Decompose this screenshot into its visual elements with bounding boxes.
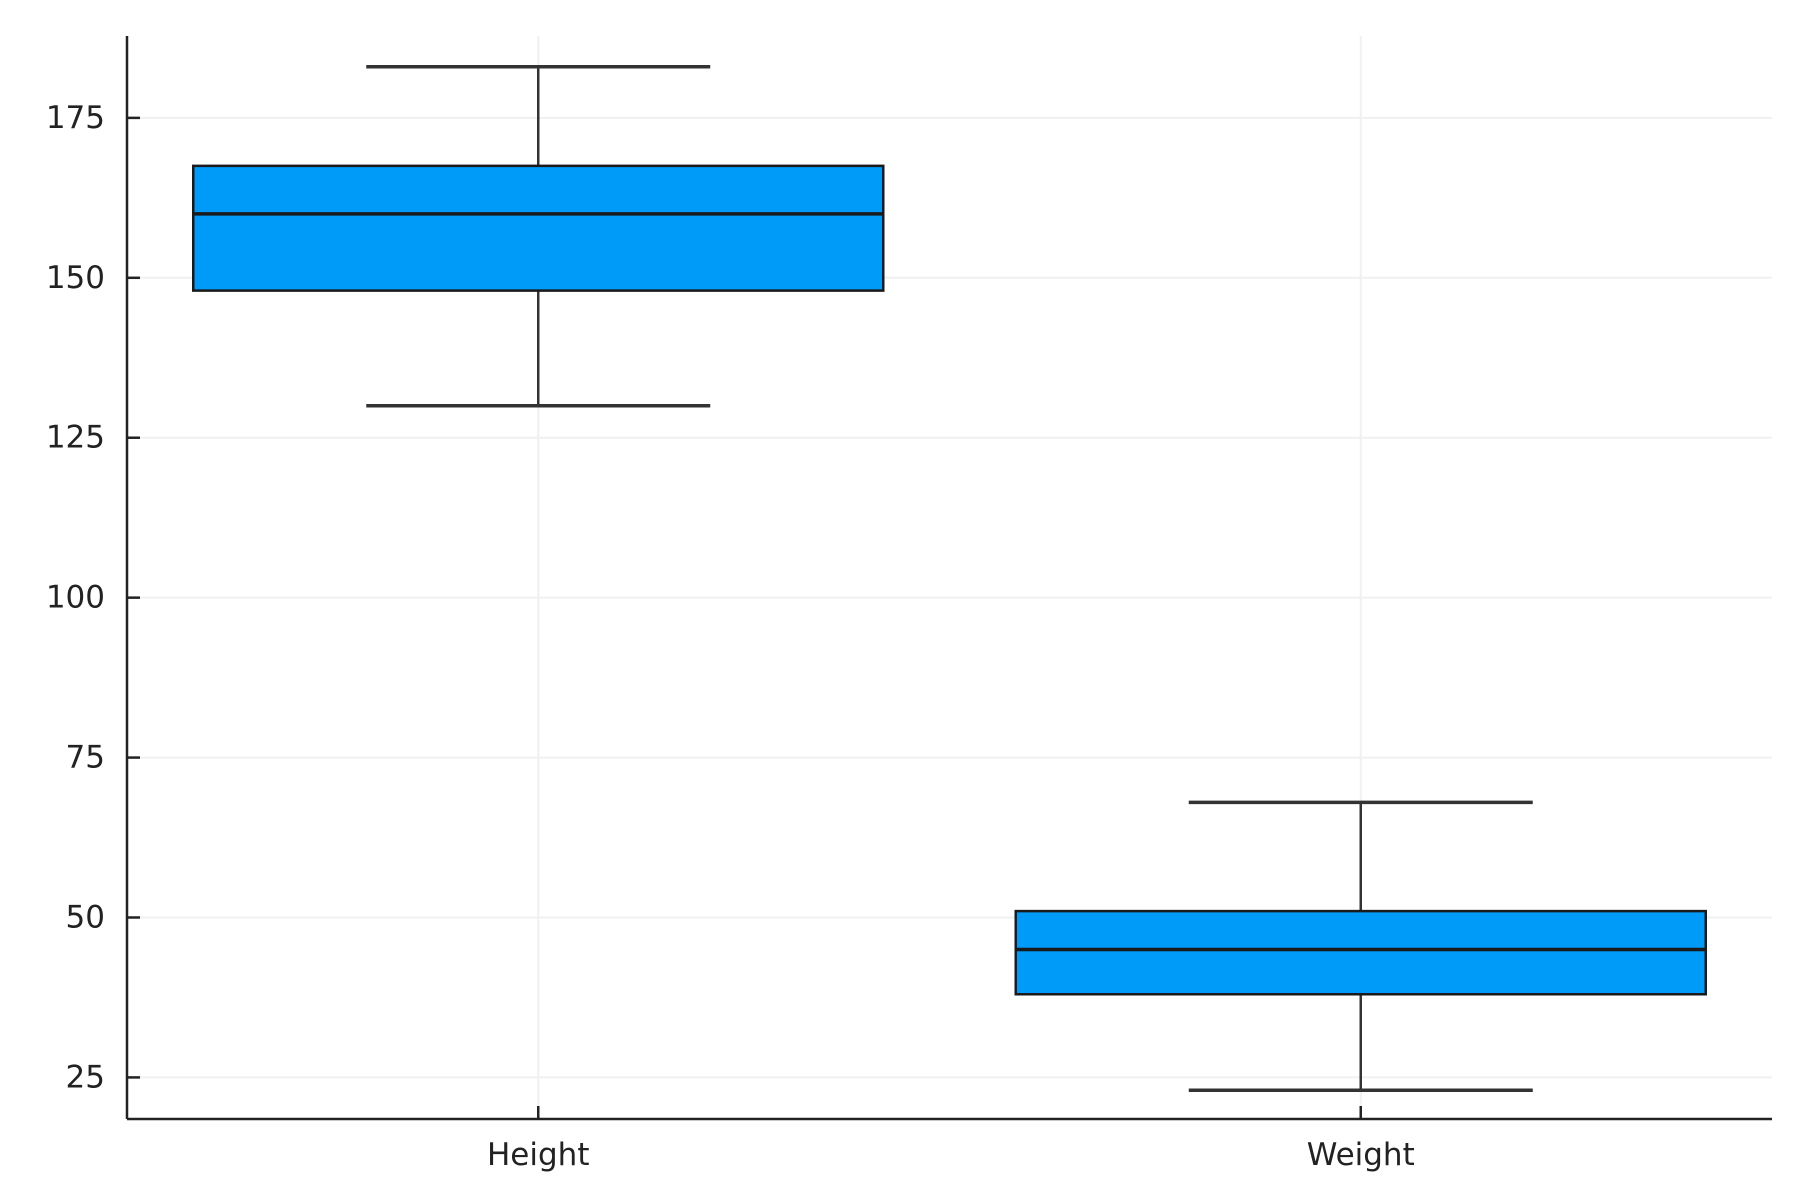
y-tick-label: 50 <box>66 899 105 935</box>
axes <box>125 36 1772 1121</box>
x-tick-label-height: Height <box>487 1137 589 1173</box>
tick-labels: 25 50 75 100 125 150 175 Height Weight <box>46 100 1415 1173</box>
x-tick-label-weight: Weight <box>1307 1137 1415 1173</box>
y-tick-label: 100 <box>46 580 105 616</box>
box-height <box>192 164 885 292</box>
y-tick-label: 125 <box>46 420 105 456</box>
boxes <box>192 64 1707 1092</box>
y-tick-label: 150 <box>46 260 105 296</box>
y-tick-label: 75 <box>66 740 105 776</box>
y-tick-label: 25 <box>66 1059 105 1095</box>
y-tick-label: 175 <box>46 100 105 136</box>
box-weight <box>1014 909 1707 996</box>
